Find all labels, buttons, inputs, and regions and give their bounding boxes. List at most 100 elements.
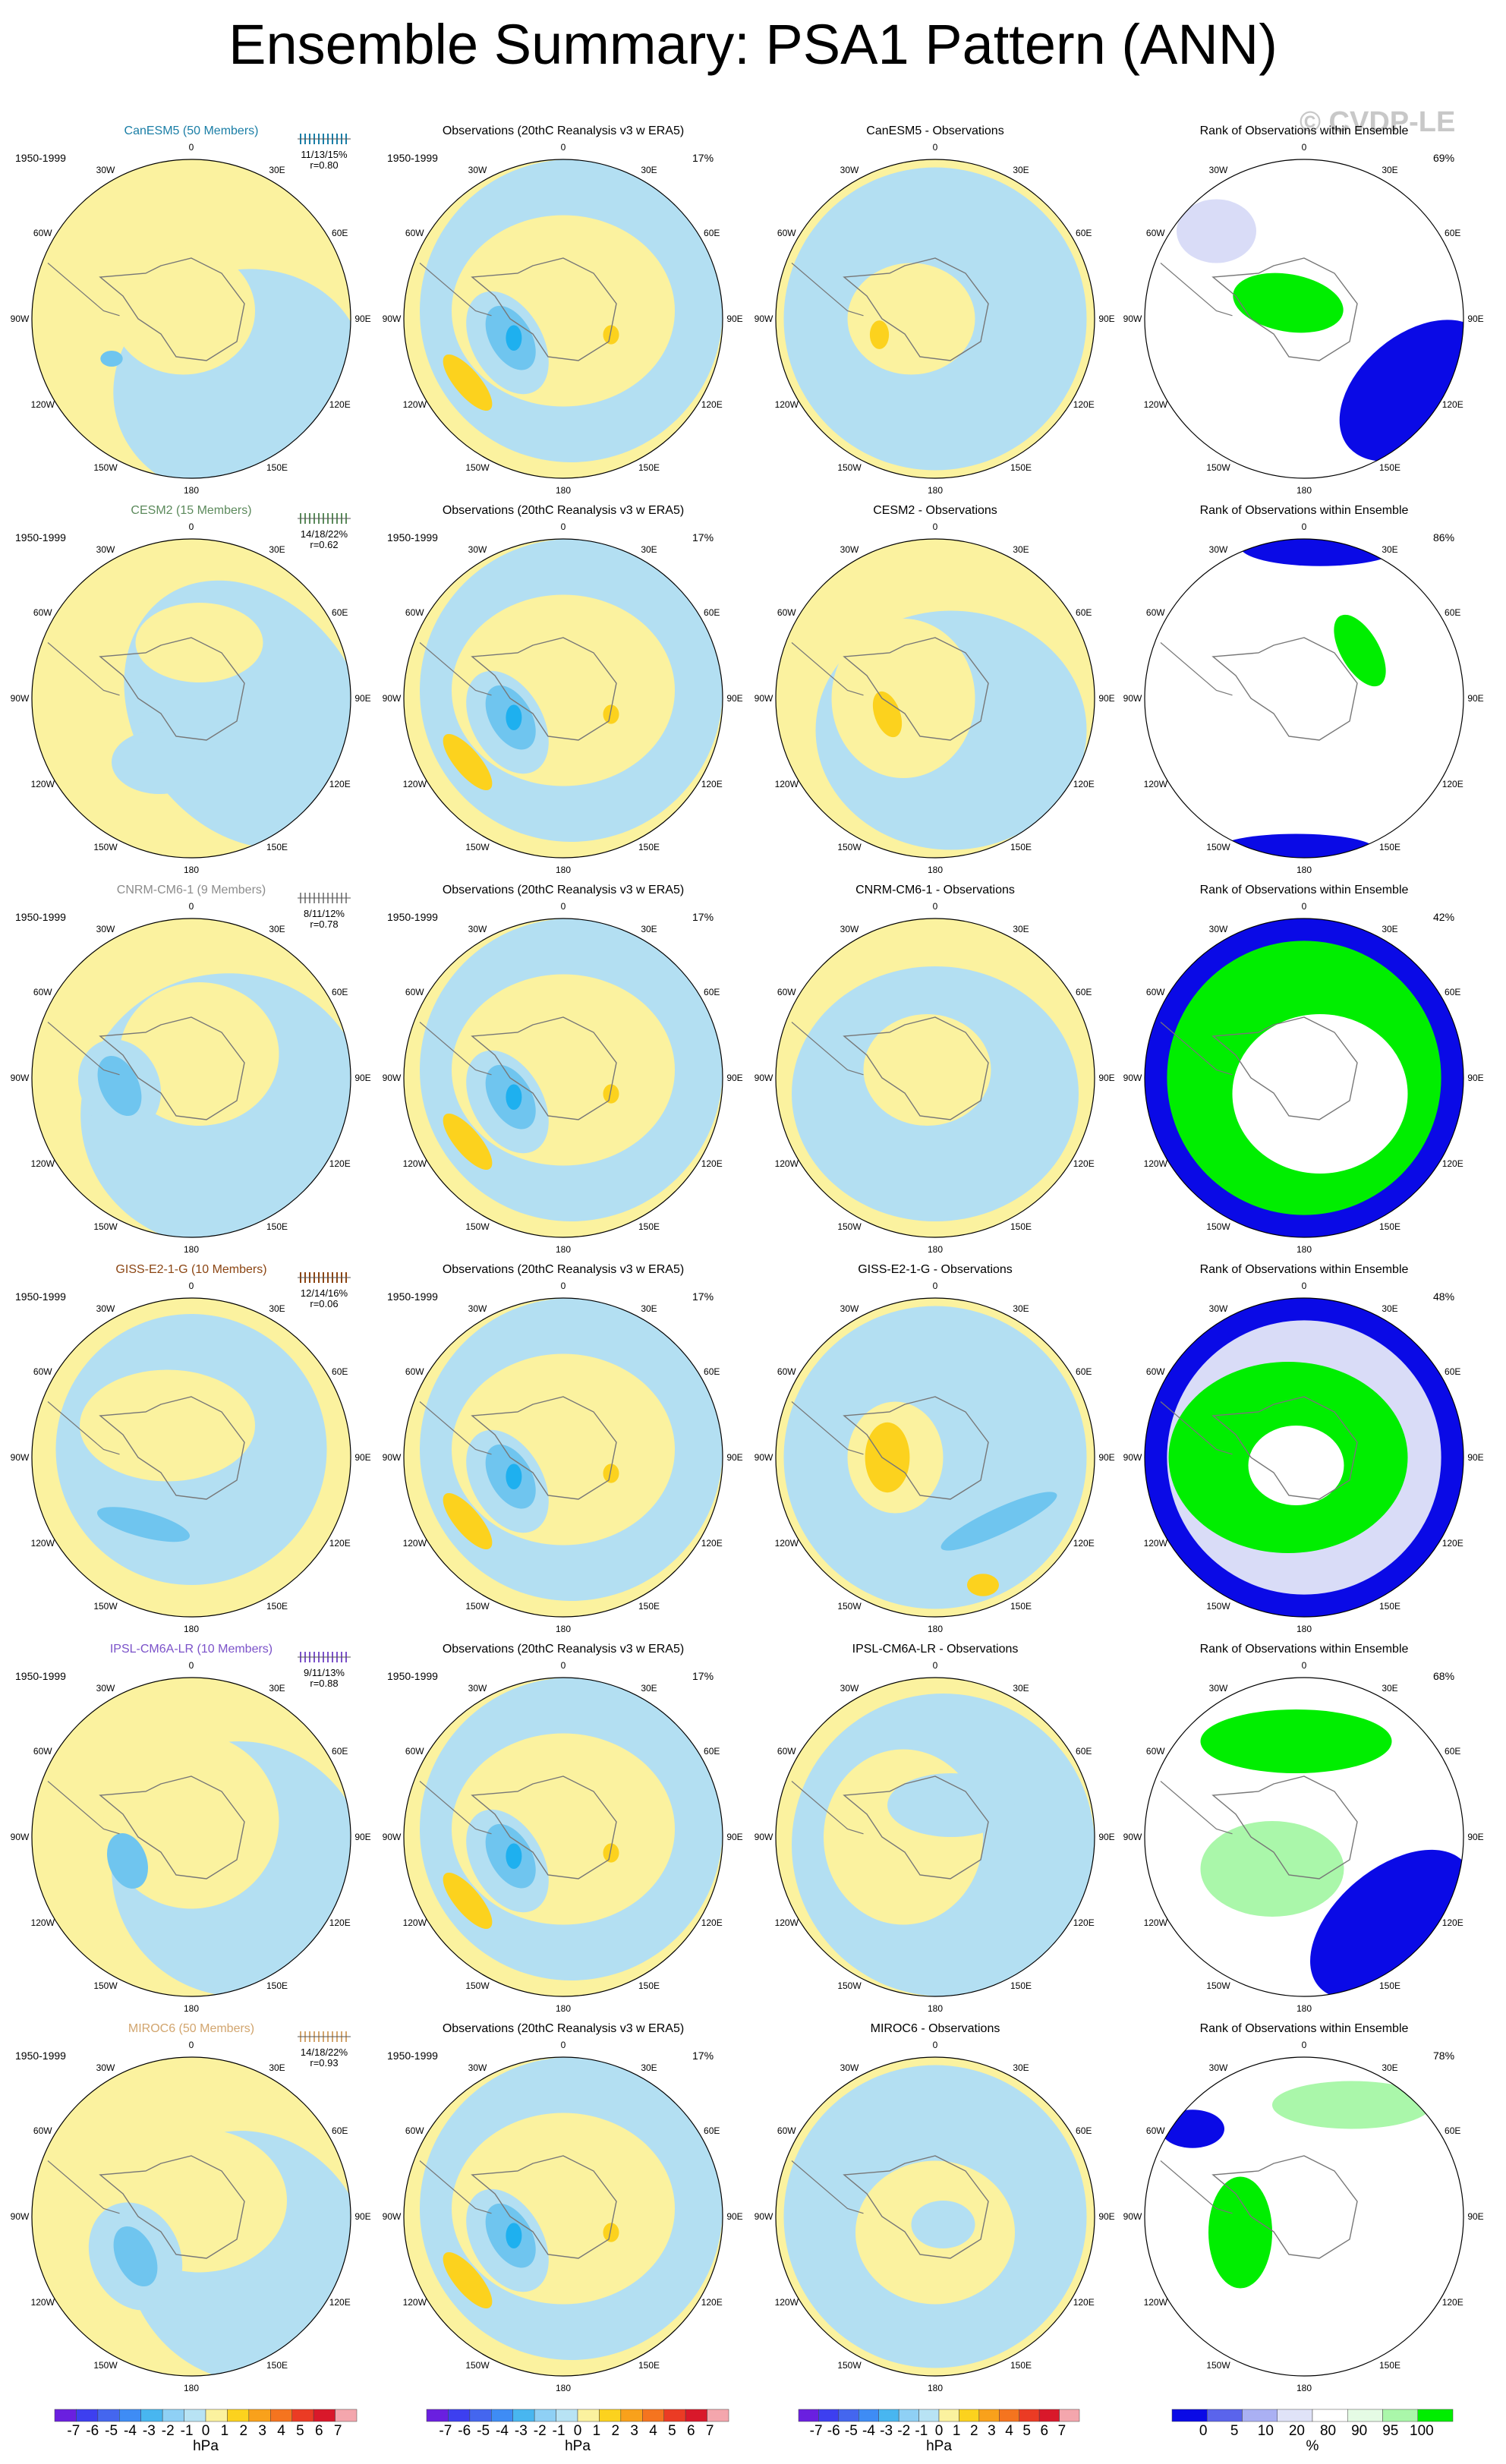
period-label: 1950-1999 bbox=[15, 1670, 66, 1682]
longitude-label: 150W bbox=[837, 462, 862, 473]
longitude-label: 120E bbox=[1441, 2297, 1463, 2308]
longitude-label: 150E bbox=[266, 2359, 288, 2371]
pct-variance-stats: 11/13/15% bbox=[301, 149, 348, 160]
longitude-label: 30W bbox=[840, 544, 859, 556]
longitude-label: 60E bbox=[332, 2125, 348, 2136]
longitude-label: 180 bbox=[1296, 485, 1312, 496]
map-diff bbox=[775, 159, 1095, 479]
period-label: 1950-1999 bbox=[387, 1670, 438, 1682]
label-bar-tick: 95 bbox=[1382, 2423, 1399, 2439]
label-bar-unit: hPa bbox=[565, 2438, 591, 2454]
longitude-label: 150W bbox=[1206, 841, 1230, 852]
map-frame bbox=[403, 918, 723, 1238]
color-cell bbox=[959, 2409, 980, 2422]
longitude-label: 30E bbox=[1013, 1303, 1029, 1315]
map-frame bbox=[775, 918, 1095, 1238]
longitude-label: 30E bbox=[1013, 544, 1029, 556]
longitude-label: 0 bbox=[1301, 2040, 1307, 2050]
longitude-label: 120W bbox=[30, 1538, 55, 1549]
longitude-label: 90E bbox=[726, 1832, 743, 1842]
panel-title-rank: Rank of Observations within Ensemble bbox=[1199, 124, 1409, 137]
map-frame bbox=[403, 159, 723, 479]
map-obs bbox=[403, 918, 723, 1238]
map-frame bbox=[775, 1297, 1095, 1618]
map-frame bbox=[31, 538, 351, 859]
color-cell bbox=[577, 2409, 600, 2422]
map-frame bbox=[1144, 2056, 1464, 2377]
longitude-label: 90W bbox=[754, 1452, 773, 1463]
longitude-label: 60W bbox=[777, 1746, 796, 1757]
longitude-label: 60E bbox=[332, 1746, 348, 1757]
contour-region bbox=[443, 2251, 493, 2309]
longitude-label: 180 bbox=[927, 1244, 944, 1255]
longitude-label: 30E bbox=[1382, 924, 1398, 935]
longitude-label: 60W bbox=[1145, 1746, 1165, 1757]
south-america-coast bbox=[791, 2160, 864, 2214]
longitude-label: 30E bbox=[269, 924, 285, 935]
longitude-label: 30W bbox=[468, 165, 487, 176]
longitude-label: 30W bbox=[96, 165, 115, 176]
longitude-label: 0 bbox=[932, 1660, 938, 1671]
longitude-label: 180 bbox=[183, 865, 200, 875]
label-bar-tick: -3 bbox=[142, 2423, 156, 2439]
map-rank bbox=[1144, 2056, 1464, 2377]
longitude-label: 30E bbox=[641, 924, 657, 935]
longitude-label: 120W bbox=[774, 1538, 799, 1549]
longitude-label: 60W bbox=[405, 1366, 424, 1377]
color-cell bbox=[918, 2409, 940, 2422]
longitude-label: 150E bbox=[638, 841, 660, 852]
contour-region bbox=[96, 1507, 191, 1542]
panel-title-rank: Rank of Observations within Ensemble bbox=[1199, 504, 1409, 517]
south-america-coast bbox=[791, 642, 864, 696]
pattern-pct: 17% bbox=[692, 2050, 714, 2062]
longitude-label: 30W bbox=[468, 924, 487, 935]
map-frame bbox=[403, 2056, 723, 2377]
longitude-label: 90W bbox=[10, 1452, 30, 1463]
label-bar-tick: 1 bbox=[952, 2423, 961, 2439]
panel-title-diff: IPSL-CM6A-LR - Observations bbox=[852, 1643, 1019, 1656]
color-cell bbox=[818, 2409, 840, 2422]
label-bar-tick: 6 bbox=[686, 2423, 695, 2439]
longitude-label: 120W bbox=[1143, 2297, 1167, 2308]
label-bar-tick: 6 bbox=[314, 2423, 323, 2439]
map-diff bbox=[775, 2056, 1095, 2377]
longitude-label: 150W bbox=[93, 841, 118, 852]
color-cell bbox=[270, 2409, 292, 2422]
contour-region bbox=[603, 1843, 619, 1863]
longitude-label: 0 bbox=[1301, 521, 1307, 532]
longitude-label: 30W bbox=[468, 1683, 487, 1694]
color-cell bbox=[878, 2409, 900, 2422]
panel-title-model: MIROC6 (50 Members) bbox=[128, 2022, 255, 2035]
color-cell bbox=[1347, 2409, 1383, 2422]
longitude-label: 30W bbox=[96, 1683, 115, 1694]
longitude-label: 90E bbox=[1467, 2211, 1484, 2222]
longitude-label: 0 bbox=[1301, 1660, 1307, 1671]
longitude-label: 60W bbox=[33, 1366, 52, 1377]
longitude-label: 30E bbox=[1013, 1683, 1029, 1694]
contour-region bbox=[869, 320, 890, 349]
color-cell bbox=[620, 2409, 643, 2422]
pattern-correlation: r=0.80 bbox=[310, 159, 339, 171]
longitude-label: 180 bbox=[555, 865, 572, 875]
longitude-label: 150W bbox=[837, 2359, 862, 2371]
longitude-label: 150W bbox=[1206, 2359, 1230, 2371]
map-frame bbox=[31, 2056, 351, 2377]
color-cell bbox=[1382, 2409, 1418, 2422]
pattern-correlation: r=0.06 bbox=[310, 1298, 339, 1309]
color-cell bbox=[898, 2409, 919, 2422]
longitude-label: 180 bbox=[927, 485, 944, 496]
contour-region bbox=[872, 691, 903, 738]
longitude-label: 90W bbox=[1123, 314, 1142, 324]
color-cell bbox=[685, 2409, 707, 2422]
longitude-label: 150W bbox=[465, 1980, 490, 1991]
longitude-label: 90W bbox=[1123, 1073, 1142, 1083]
map-frame bbox=[1144, 159, 1464, 479]
longitude-label: 0 bbox=[932, 142, 938, 153]
longitude-label: 90W bbox=[382, 2211, 402, 2222]
map-model bbox=[31, 1677, 351, 1997]
south-america-coast bbox=[47, 1022, 120, 1076]
map-rank bbox=[1144, 918, 1464, 1238]
panel-title-rank: Rank of Observations within Ensemble bbox=[1199, 2022, 1409, 2035]
longitude-label: 150E bbox=[638, 2359, 660, 2371]
longitude-label: 60E bbox=[1076, 607, 1092, 618]
